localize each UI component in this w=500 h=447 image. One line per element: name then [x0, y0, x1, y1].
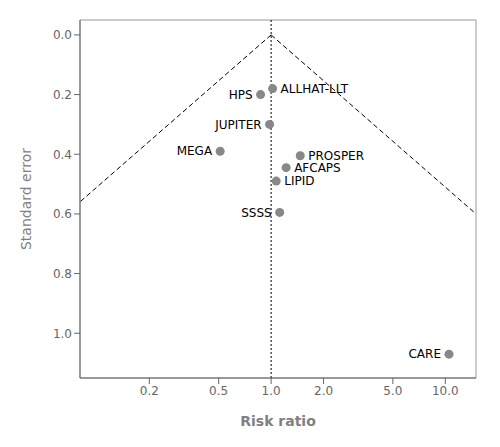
svg-text:10.0: 10.0: [432, 384, 459, 398]
svg-text:0.2: 0.2: [53, 88, 72, 102]
svg-text:0.0: 0.0: [53, 28, 72, 42]
svg-text:0.8: 0.8: [53, 267, 72, 281]
svg-text:1.0: 1.0: [53, 327, 72, 341]
svg-text:MEGA: MEGA: [177, 144, 213, 158]
svg-text:AFCAPS: AFCAPS: [294, 161, 341, 175]
svg-text:1.0: 1.0: [262, 384, 281, 398]
svg-text:0.2: 0.2: [140, 384, 159, 398]
svg-text:ALLHAT-LLT: ALLHAT-LLT: [281, 82, 349, 96]
svg-text:0.4: 0.4: [53, 148, 72, 162]
svg-text:JUPITER: JUPITER: [214, 118, 261, 132]
svg-text:2.0: 2.0: [314, 384, 333, 398]
svg-text:0.5: 0.5: [209, 384, 228, 398]
svg-text:Standard error: Standard error: [18, 148, 34, 250]
svg-text:HPS: HPS: [229, 88, 253, 102]
svg-text:LIPID: LIPID: [284, 174, 314, 188]
svg-text:CARE: CARE: [408, 347, 441, 361]
svg-text:SSSS: SSSS: [241, 206, 271, 220]
svg-text:5.0: 5.0: [383, 384, 402, 398]
svg-text:PROSPER: PROSPER: [308, 148, 364, 163]
svg-text:Risk ratio: Risk ratio: [240, 413, 316, 429]
svg-text:0.6: 0.6: [53, 207, 72, 221]
